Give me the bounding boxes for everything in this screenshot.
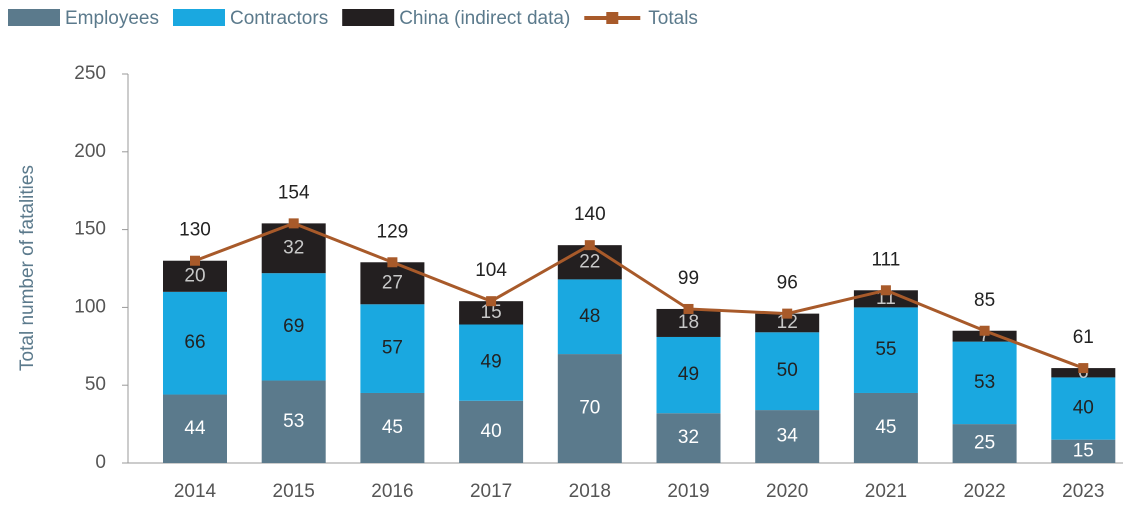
bar-segment (1051, 377, 1116, 440)
x-tick-label: 2014 (174, 481, 217, 502)
totals-label: 130 (179, 220, 211, 241)
data-label: 15 (481, 302, 502, 323)
bar-segment (755, 313, 820, 333)
legend-swatch (8, 9, 60, 26)
bar-segment (1051, 439, 1116, 463)
bar-segment (952, 424, 1017, 463)
bar-segment (163, 291, 227, 395)
y-tick-label: 150 (74, 219, 106, 240)
data-label: 48 (579, 306, 600, 327)
totals-label: 140 (574, 204, 606, 225)
totals-label: 61 (1073, 327, 1094, 348)
data-label: 69 (283, 316, 304, 337)
totals-label: 85 (974, 290, 995, 311)
x-tick-label: 2015 (273, 481, 315, 502)
legend-label: Employees (65, 8, 159, 29)
data-label: 57 (382, 338, 403, 359)
y-tick-label: 200 (74, 141, 106, 162)
y-tick-label: 100 (74, 296, 106, 317)
data-label: 40 (481, 421, 502, 442)
totals-label: 96 (777, 273, 798, 294)
data-label: 40 (1073, 398, 1094, 419)
legend-label: Contractors (230, 8, 328, 29)
bar-segment (261, 380, 326, 463)
data-label: 12 (777, 312, 798, 333)
data-label: 50 (777, 360, 798, 381)
bar-segment (755, 410, 820, 463)
totals-label: 154 (278, 182, 310, 203)
totals-label: 111 (871, 249, 900, 270)
bar-segment (853, 307, 918, 393)
data-label: 53 (283, 411, 304, 432)
bar-segment (853, 392, 918, 463)
bar-segment (360, 304, 425, 393)
bar-segment (952, 330, 1017, 342)
y-tick-label: 250 (74, 63, 106, 84)
bar-segment (459, 324, 524, 401)
data-label: 32 (283, 237, 304, 258)
x-tick-label: 2018 (569, 481, 611, 502)
data-label: 15 (1073, 440, 1094, 461)
bar-segment (557, 354, 622, 463)
x-tick-label: 2017 (470, 481, 512, 502)
bar-segment (952, 341, 1017, 425)
data-label: 49 (678, 364, 699, 385)
x-tick-label: 2016 (371, 481, 413, 502)
totals-marker (584, 240, 595, 251)
bar-segment (755, 332, 820, 411)
totals-marker (683, 303, 694, 314)
bar-segment (261, 273, 326, 381)
totals-marker (1078, 363, 1089, 374)
totals-marker (288, 218, 299, 229)
data-label: 45 (382, 417, 403, 438)
y-tick-label: 0 (95, 452, 106, 473)
bar-segment (557, 279, 622, 355)
data-label: 55 (875, 339, 896, 360)
totals-marker (880, 285, 891, 296)
data-label: 27 (382, 272, 403, 293)
totals-marker (979, 325, 990, 336)
totals-marker (387, 257, 398, 268)
bar-segment (656, 413, 721, 463)
data-label: 45 (875, 417, 896, 438)
data-label: 32 (678, 427, 699, 448)
legend-swatch (606, 12, 619, 24)
data-label: 66 (184, 332, 205, 353)
data-label: 20 (184, 265, 205, 286)
bar-segment (163, 394, 227, 463)
legend-label: Totals (648, 8, 698, 29)
bar-segment (163, 260, 227, 292)
y-tick-label: 50 (85, 374, 106, 395)
data-label: 49 (481, 352, 502, 373)
x-tick-label: 2020 (766, 481, 808, 502)
x-tick-label: 2021 (865, 481, 907, 502)
bar-segment (459, 301, 524, 325)
legend-swatch (342, 9, 395, 26)
bar-segment (557, 245, 622, 280)
totals-label: 104 (475, 260, 507, 281)
bar-segment (656, 336, 721, 414)
x-tick-label: 2022 (963, 481, 1005, 502)
legend-label: China (indirect data) (399, 8, 570, 29)
x-tick-label: 2023 (1062, 481, 1104, 502)
data-label: 53 (974, 372, 995, 393)
totals-marker (486, 296, 497, 307)
data-label: 44 (184, 418, 206, 439)
totals-line (194, 221, 1084, 370)
totals-label: 99 (678, 268, 699, 289)
totals-label: 129 (377, 221, 409, 242)
data-label: 22 (579, 251, 600, 272)
data-label: 34 (777, 426, 799, 447)
data-label: 70 (579, 398, 600, 419)
totals-marker (190, 255, 200, 266)
legend-swatch (173, 9, 225, 26)
bar-segment (459, 400, 524, 463)
bar-segment (360, 392, 425, 463)
data-label: 18 (678, 312, 699, 333)
data-label: 25 (974, 433, 995, 454)
y-axis-label: Total number of fatalities (17, 165, 38, 371)
x-tick-label: 2019 (667, 481, 709, 502)
totals-marker (782, 308, 793, 319)
